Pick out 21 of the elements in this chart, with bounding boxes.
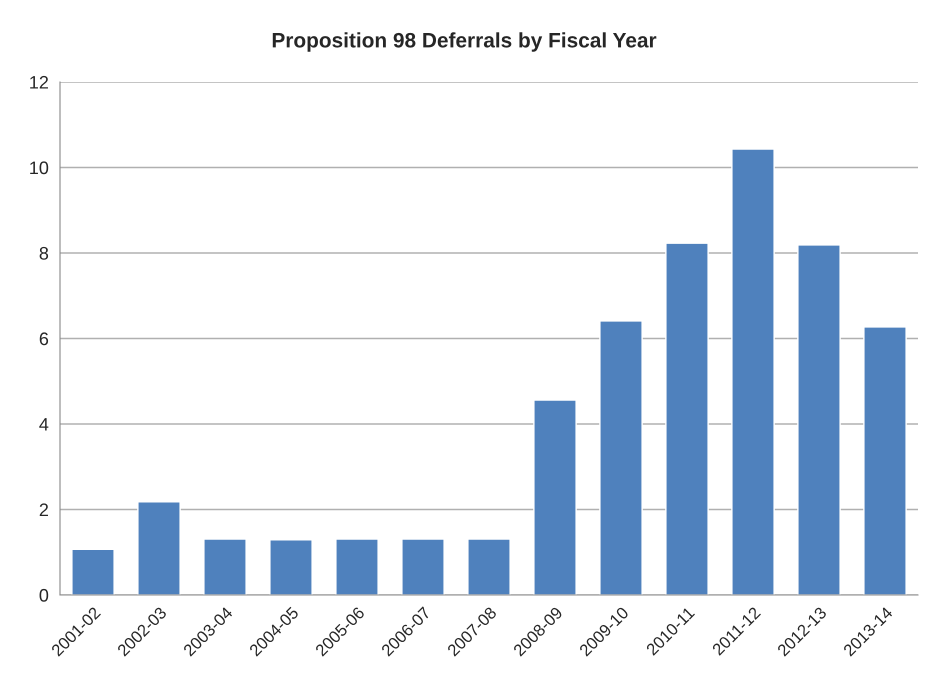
- y-tick-label: 0: [40, 588, 48, 602]
- chart-title: Proposition 98 Deferrals by Fiscal Year: [272, 32, 656, 52]
- y-tick-label: 12: [30, 76, 48, 89]
- bar: [863, 326, 907, 595]
- bar: [203, 538, 247, 595]
- bar: [137, 501, 181, 595]
- y-tick-label: 10: [30, 161, 48, 174]
- bar: [731, 148, 775, 595]
- bar: [71, 548, 115, 595]
- y-tick-label: 2: [40, 503, 48, 516]
- bar: [467, 538, 511, 595]
- y-tick-label: 8: [40, 246, 48, 260]
- y-tick-label: 6: [40, 332, 48, 346]
- bar: [797, 244, 841, 595]
- bar: [533, 399, 577, 595]
- y-tick-label: 4: [39, 418, 48, 431]
- bar: [665, 242, 709, 595]
- bar: [599, 320, 643, 595]
- bar: [335, 538, 379, 595]
- bar: [269, 539, 313, 595]
- bar: [401, 538, 445, 595]
